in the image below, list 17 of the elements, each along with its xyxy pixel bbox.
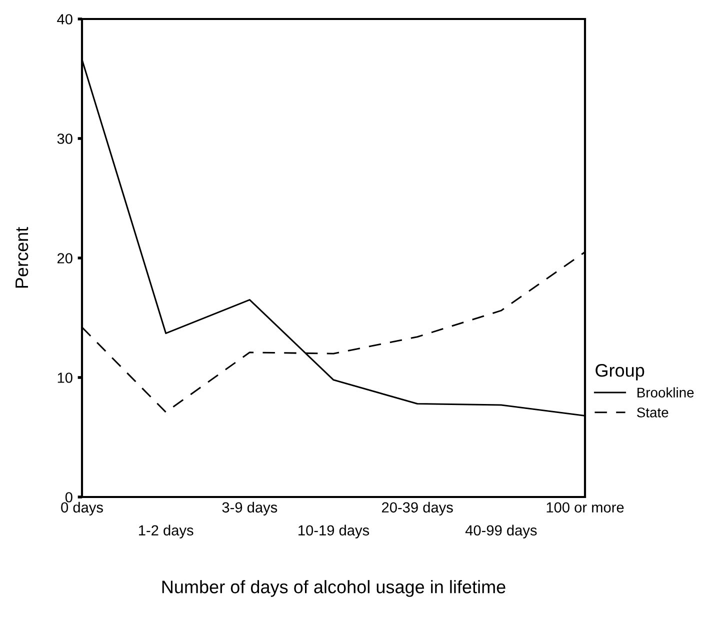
legend-title: Group xyxy=(596,364,644,380)
y-tick-label: 40 xyxy=(57,14,72,24)
y-tick-label: 20 xyxy=(57,253,72,264)
x-tick-label: 40-99 days xyxy=(465,524,537,538)
legend-label: State xyxy=(637,408,668,418)
x-tick-label: 1-2 days xyxy=(138,524,194,538)
legend-label: Brookline xyxy=(638,387,694,398)
y-tick-label: 10 xyxy=(58,372,72,383)
y-tick-label: 0 xyxy=(65,492,72,502)
x-tick-label: 100 or more xyxy=(546,502,624,513)
y-axis-title: Percent xyxy=(16,227,28,288)
x-tick-label: 20-39 days xyxy=(382,502,453,516)
x-tick-label: 0 days xyxy=(61,502,103,516)
x-tick-label: 3-9 days xyxy=(222,502,278,516)
y-tick-label: 30 xyxy=(57,134,72,144)
x-tick-label: 10-19 days xyxy=(298,524,370,538)
x-axis-title: Number of days of alcohol usage in lifetime xyxy=(162,580,506,597)
